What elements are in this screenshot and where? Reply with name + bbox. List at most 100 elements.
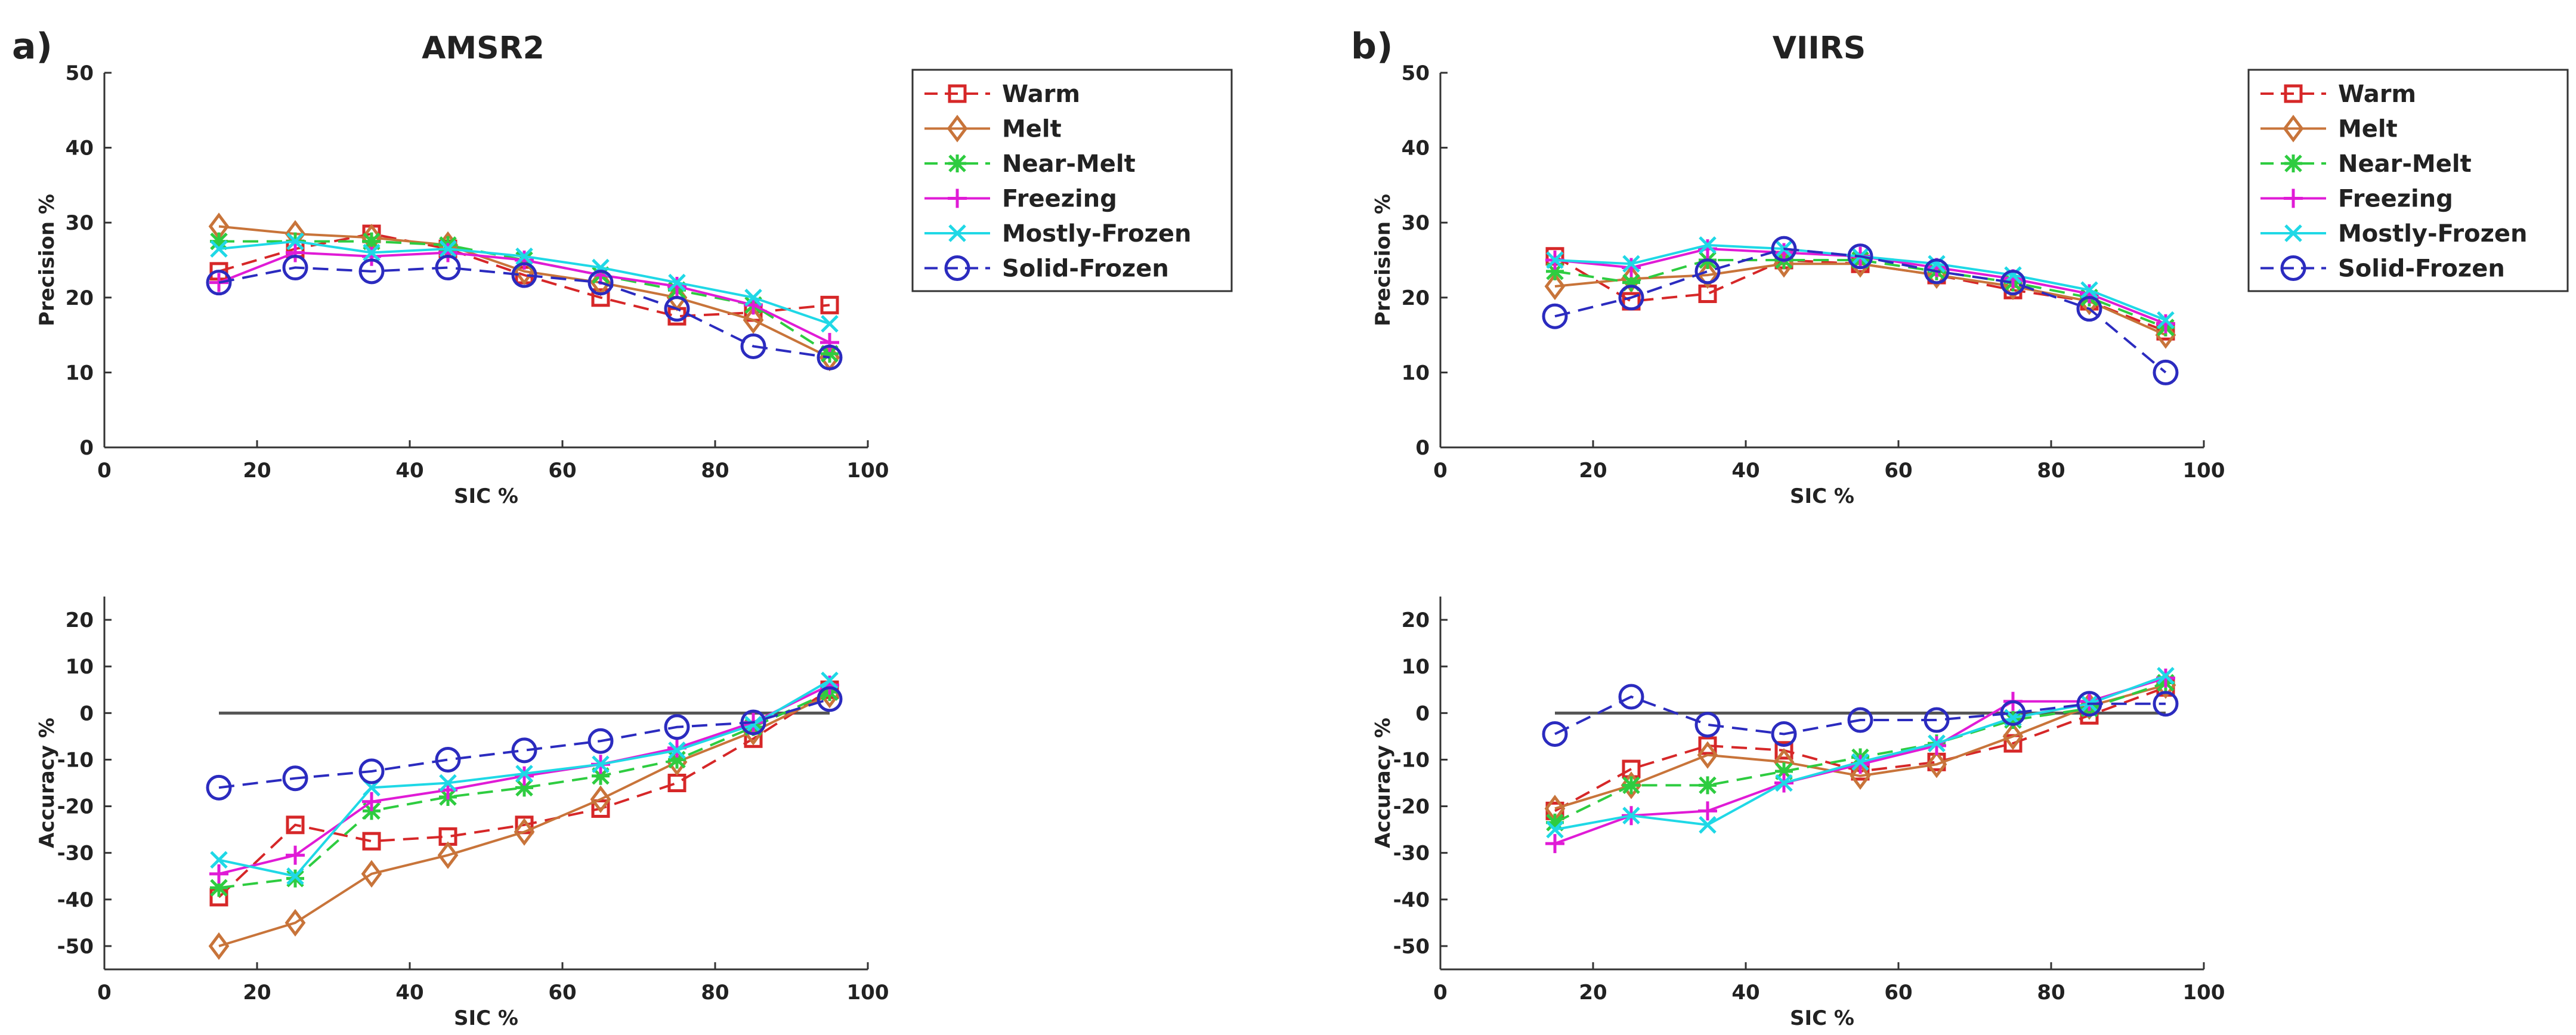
data-point-solid-frozen	[817, 686, 843, 712]
data-point-freezing	[209, 864, 228, 883]
plot-area	[104, 73, 868, 447]
x-tick-label: 0	[97, 981, 112, 1005]
data-point-solid-frozen	[740, 709, 766, 736]
y-tick-label: 30	[66, 211, 94, 235]
y-tick-label: 50	[1402, 61, 1430, 85]
legend-label-near-melt: Near-Melt	[2338, 150, 2472, 178]
y-tick-label: -50	[1393, 935, 1430, 959]
data-point-near-melt	[2004, 711, 2022, 730]
series-line-warm	[218, 233, 830, 318]
data-point-solid-frozen	[1847, 707, 1873, 733]
data-point-solid-frozen	[664, 714, 690, 740]
data-point-warm	[820, 295, 839, 314]
panel-a-title: AMSR2	[422, 30, 545, 66]
data-point-melt	[743, 306, 764, 334]
data-point-warm	[362, 832, 381, 851]
data-point-mostly-frozen	[1775, 774, 1793, 792]
x-tick-label: 80	[2037, 981, 2065, 1005]
data-point-mostly-frozen	[821, 314, 839, 333]
data-point-solid-frozen	[587, 270, 614, 296]
data-point-near-melt	[592, 767, 610, 785]
panel-b-label: b)	[1351, 26, 1393, 67]
data-point-mostly-frozen	[515, 765, 533, 783]
series-solid-frozen	[1542, 684, 2179, 747]
data-point-solid-frozen	[1694, 258, 1721, 285]
x-axis-label: SIC %	[454, 484, 518, 508]
data-point-freezing	[1698, 239, 1717, 259]
x-tick-label: 80	[701, 459, 729, 483]
data-point-solid-frozen	[1542, 303, 1568, 329]
data-point-solid-frozen	[2153, 359, 2179, 385]
y-tick-label: 20	[66, 286, 94, 310]
legend: Warm Melt Near-Melt Freezing Mostly-Frozen So…	[2247, 69, 2569, 292]
x-tick-label: 0	[1433, 981, 1448, 1005]
data-point-solid-frozen	[1694, 712, 1721, 738]
data-point-melt	[361, 860, 382, 888]
series-line-near-melt	[218, 691, 830, 889]
data-point-mostly-frozen	[1622, 807, 1640, 824]
data-point-near-melt	[1546, 813, 1564, 832]
x-tick-label: 80	[701, 981, 729, 1005]
data-point-solid-frozen	[1924, 707, 1950, 733]
chart-amsr2-precision: 0 20 40 60 80 100 0 10 20 30 40 50 SIC % Precision % W…	[35, 61, 1233, 508]
y-tick-label: -40	[57, 888, 94, 912]
data-point-solid-frozen	[1618, 684, 1644, 710]
y-axis-label: Accuracy %	[35, 718, 59, 848]
series-line-solid-frozen	[1554, 695, 2166, 736]
x-tick-label: 20	[243, 459, 271, 483]
data-point-near-melt	[363, 232, 381, 251]
data-point-freezing	[1622, 258, 1641, 277]
data-point-melt	[590, 785, 611, 814]
data-point-solid-frozen	[2000, 700, 2026, 726]
y-tick-label: 10	[66, 655, 94, 679]
data-point-solid-frozen	[511, 737, 537, 764]
y-tick-label: 10	[66, 361, 94, 385]
legend-marker-near-melt	[948, 155, 966, 172]
data-point-mostly-frozen	[1546, 820, 1564, 839]
data-point-freezing	[515, 251, 534, 270]
data-point-mostly-frozen	[744, 716, 762, 734]
plot-area	[1440, 597, 2204, 969]
data-point-near-melt	[821, 345, 839, 363]
data-point-mostly-frozen	[1699, 236, 1717, 254]
data-point-solid-frozen	[1618, 285, 1644, 311]
data-point-solid-frozen	[1771, 721, 1797, 747]
y-tick-label: 20	[66, 608, 94, 632]
data-point-warm	[591, 288, 610, 307]
data-point-freezing	[1698, 801, 1717, 821]
series-mostly-frozen	[210, 232, 839, 333]
x-tick-label: 40	[395, 981, 423, 1005]
data-point-freezing	[438, 243, 457, 262]
y-tick-label: -40	[1393, 888, 1430, 912]
data-point-melt	[1850, 762, 1871, 790]
x-tick-label: 60	[1884, 981, 1912, 1005]
data-point-mostly-frozen	[1928, 255, 1946, 273]
data-point-near-melt	[1699, 776, 1717, 795]
panel-a-label: a)	[12, 26, 52, 67]
data-point-near-melt	[1622, 776, 1640, 795]
x-tick-label: 80	[2037, 459, 2065, 483]
data-point-freezing	[667, 276, 686, 296]
legend-label-melt: Melt	[1002, 116, 1062, 143]
data-point-mostly-frozen	[1622, 255, 1640, 273]
legend-label-solid-frozen: Solid-Frozen	[1002, 255, 1169, 283]
legend-label-freezing: Freezing	[2338, 186, 2453, 213]
data-point-solid-frozen	[358, 258, 385, 285]
series-line-solid-frozen	[218, 266, 830, 359]
y-axis-label: Precision %	[1371, 194, 1395, 326]
data-point-mostly-frozen	[1699, 816, 1717, 834]
data-point-freezing	[515, 766, 534, 786]
y-tick-label: -10	[1393, 748, 1430, 772]
y-tick-label: -20	[57, 795, 94, 819]
data-point-near-melt	[1546, 262, 1564, 280]
x-axis-label: SIC %	[1790, 1006, 1854, 1030]
data-point-mostly-frozen	[2157, 311, 2175, 329]
y-tick-label: 10	[1402, 361, 1430, 385]
legend-label-warm: Warm	[2338, 81, 2416, 108]
data-point-mostly-frozen	[592, 755, 610, 774]
data-point-mostly-frozen	[1546, 251, 1564, 269]
y-tick-label: 0	[79, 436, 94, 460]
data-point-warm	[1698, 736, 1717, 755]
data-point-solid-frozen	[664, 296, 690, 322]
